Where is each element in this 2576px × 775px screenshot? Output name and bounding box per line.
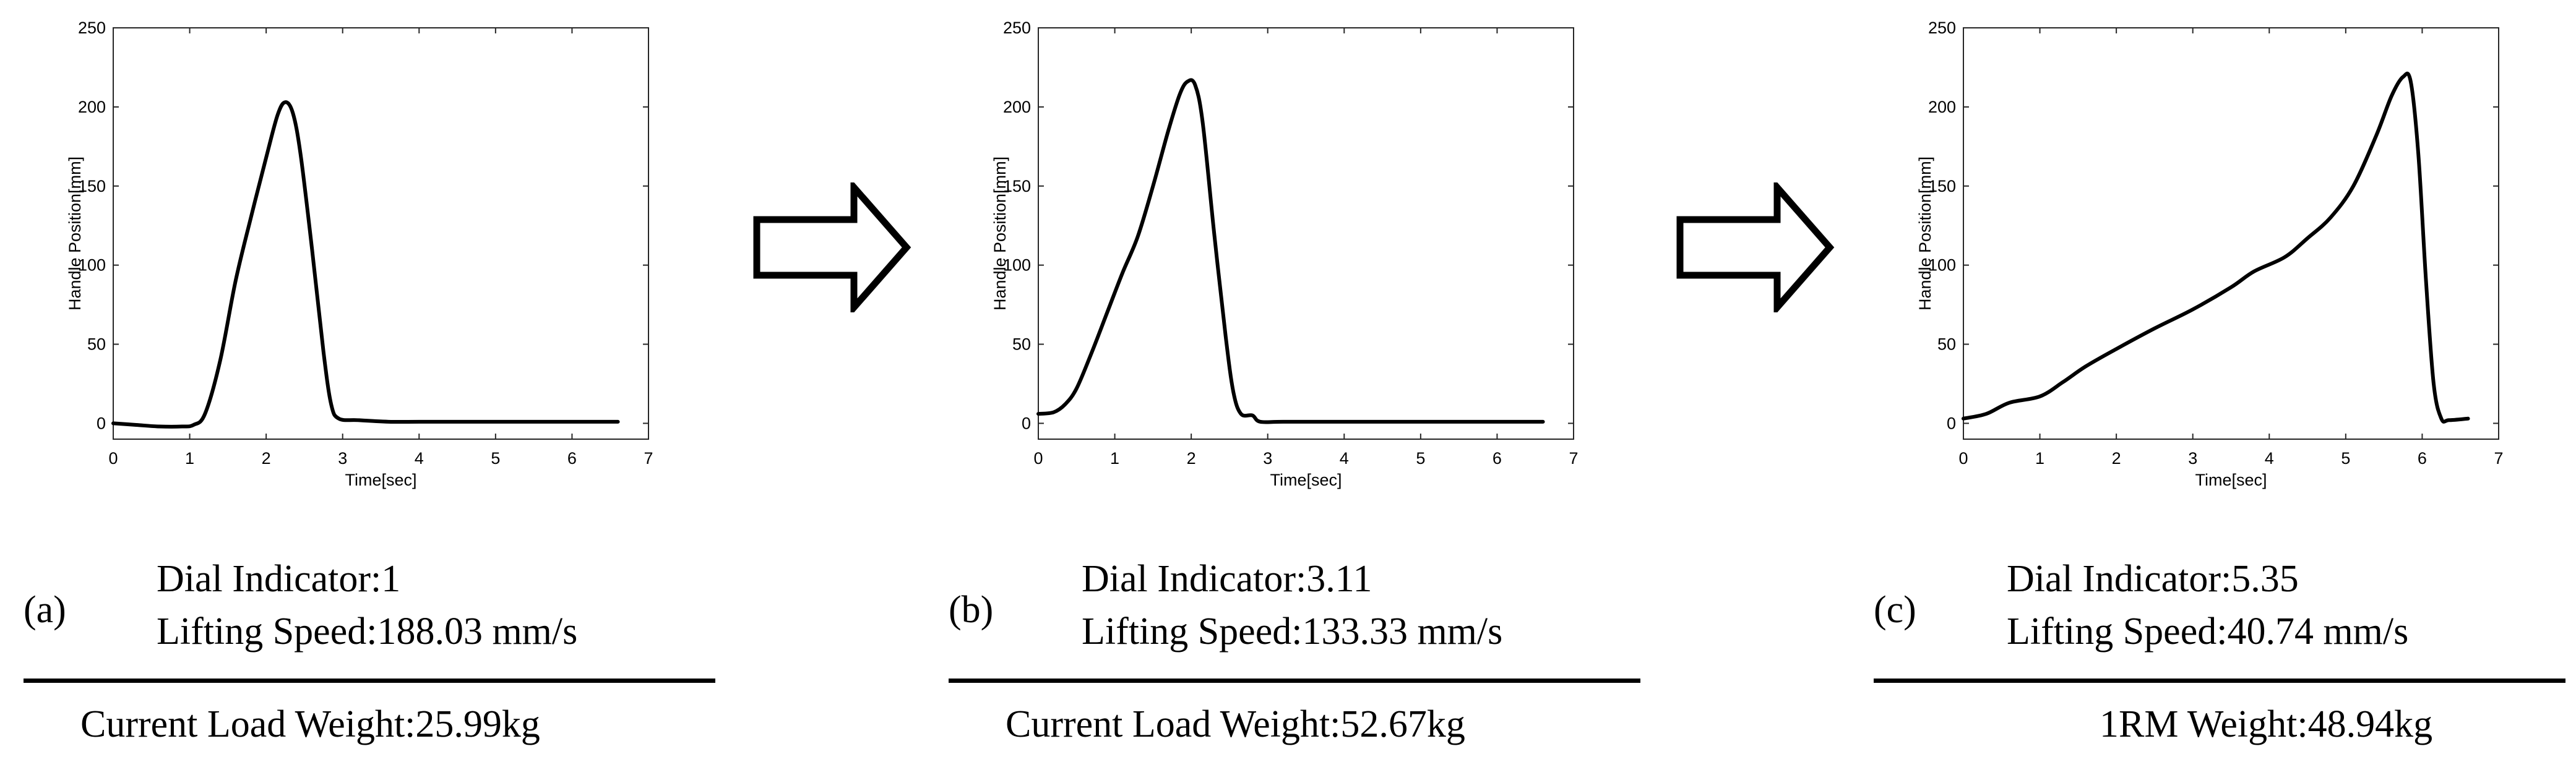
x-axis-label: Time[sec]: [1270, 471, 1342, 489]
y-tick-label: 200: [1003, 98, 1031, 116]
panel-a: 0 1 2 3 4 5 6 7 0 50 100 150 200 250 Time[sec] Handle P…: [24, 0, 741, 775]
x-tick-label: 4: [415, 449, 424, 468]
x-tick-label: 1: [185, 449, 194, 468]
y-tick-label: 150: [78, 177, 106, 195]
y-tick-label: 0: [1022, 414, 1031, 432]
dial-indicator-label: Dial Indicator:3.11: [1082, 558, 1372, 600]
x-tick-label: 0: [1958, 449, 1968, 468]
weight-label: 1RM Weight:48.94kg: [2100, 703, 2433, 745]
y-tick-label: 100: [1003, 256, 1031, 275]
x-tick-label: 5: [2341, 449, 2350, 468]
plot-frame: [113, 27, 649, 440]
x-tick-label: 2: [262, 449, 271, 468]
divider-rule: [24, 679, 715, 683]
series-line-c: [1962, 71, 2470, 424]
x-tick-label: 6: [567, 449, 577, 468]
y-tick-label: 0: [97, 414, 106, 432]
y-tick-label: 50: [1012, 335, 1031, 354]
x-tick-label: 1: [2035, 449, 2044, 468]
panel-letter: (a): [24, 589, 66, 631]
x-tick-label: 3: [2188, 449, 2197, 468]
y-tick-label: 0: [1947, 414, 1956, 432]
right-arrow-icon: [1676, 182, 1835, 312]
x-tick-label: 7: [2494, 449, 2503, 468]
x-tick-label: 4: [2265, 449, 2274, 468]
x-tick-label: 7: [1569, 449, 1578, 468]
y-tick-label: 150: [1928, 177, 1956, 195]
x-tick-label: 0: [108, 449, 118, 468]
y-tick-label: 50: [1937, 335, 1956, 354]
x-tick-label: 6: [1493, 449, 1502, 468]
y-tick-label: 50: [87, 335, 106, 354]
panel-letter: (c): [1874, 589, 1916, 631]
y-tick-label: 250: [1928, 19, 1956, 37]
panel-c: 0 1 2 3 4 5 6 7 0 50 100 150 200 250 Time[sec] Handle P…: [1874, 0, 2576, 775]
panel-b: 0 1 2 3 4 5 6 7 0 50 100 150 200 250 Time[sec] Handle P…: [949, 0, 1666, 775]
weight-label: Current Load Weight:52.67kg: [1006, 703, 1465, 745]
y-tick-label: 200: [78, 98, 106, 116]
right-arrow-icon: [753, 182, 911, 312]
x-tick-label: 3: [338, 449, 347, 468]
x-tick-label: 7: [644, 449, 653, 468]
y-tick-label: 200: [1928, 98, 1956, 116]
lifting-speed-label: Lifting Speed:188.03 mm/s: [157, 610, 578, 653]
lifting-speed-label: Lifting Speed:133.33 mm/s: [1082, 610, 1503, 653]
dial-indicator-label: Dial Indicator:1: [157, 558, 401, 600]
chart-a: 0 1 2 3 4 5 6 7 0 50 100 150 200 250 Time[sec] Handle P…: [66, 19, 653, 489]
y-axis-label: Handle Position[mm]: [1916, 156, 1934, 310]
y-tick-label: 250: [78, 19, 106, 37]
x-tick-label: 6: [2418, 449, 2427, 468]
chart-c: 0 1 2 3 4 5 6 7 0 50 100 150 200 250 Time[sec] Handle P…: [1916, 19, 2504, 489]
lifting-speed-label: Lifting Speed:40.74 mm/s: [2007, 610, 2409, 653]
y-tick-label: 250: [1003, 19, 1031, 37]
plot-frame: [1963, 27, 2499, 440]
x-tick-label: 2: [2112, 449, 2121, 468]
x-tick-label: 2: [1187, 449, 1196, 468]
x-tick-label: 3: [1263, 449, 1272, 468]
series-line-a: [111, 100, 620, 429]
plot-frame: [1038, 27, 1574, 440]
y-tick-label: 150: [1003, 177, 1031, 195]
x-tick-label: 0: [1033, 449, 1043, 468]
panel-letter: (b): [949, 589, 994, 631]
x-tick-label: 5: [491, 449, 500, 468]
series-line-b: [1036, 78, 1545, 424]
x-axis-label: Time[sec]: [2195, 471, 2267, 489]
weight-label: Current Load Weight:25.99kg: [80, 703, 540, 745]
x-axis-label: Time[sec]: [345, 471, 416, 489]
divider-rule: [949, 679, 1640, 683]
x-tick-label: 1: [1110, 449, 1119, 468]
y-tick-label: 100: [1928, 256, 1956, 275]
y-axis-label: Handle Position[mm]: [66, 156, 84, 310]
y-axis-label: Handle Position[mm]: [991, 156, 1009, 310]
x-tick-label: 5: [1416, 449, 1425, 468]
divider-rule: [1874, 679, 2565, 683]
dial-indicator-label: Dial Indicator:5.35: [2007, 558, 2299, 600]
x-tick-label: 4: [1340, 449, 1349, 468]
y-tick-label: 100: [78, 256, 106, 275]
chart-b: 0 1 2 3 4 5 6 7 0 50 100 150 200 250 Time[sec] Handle P…: [991, 19, 1579, 489]
